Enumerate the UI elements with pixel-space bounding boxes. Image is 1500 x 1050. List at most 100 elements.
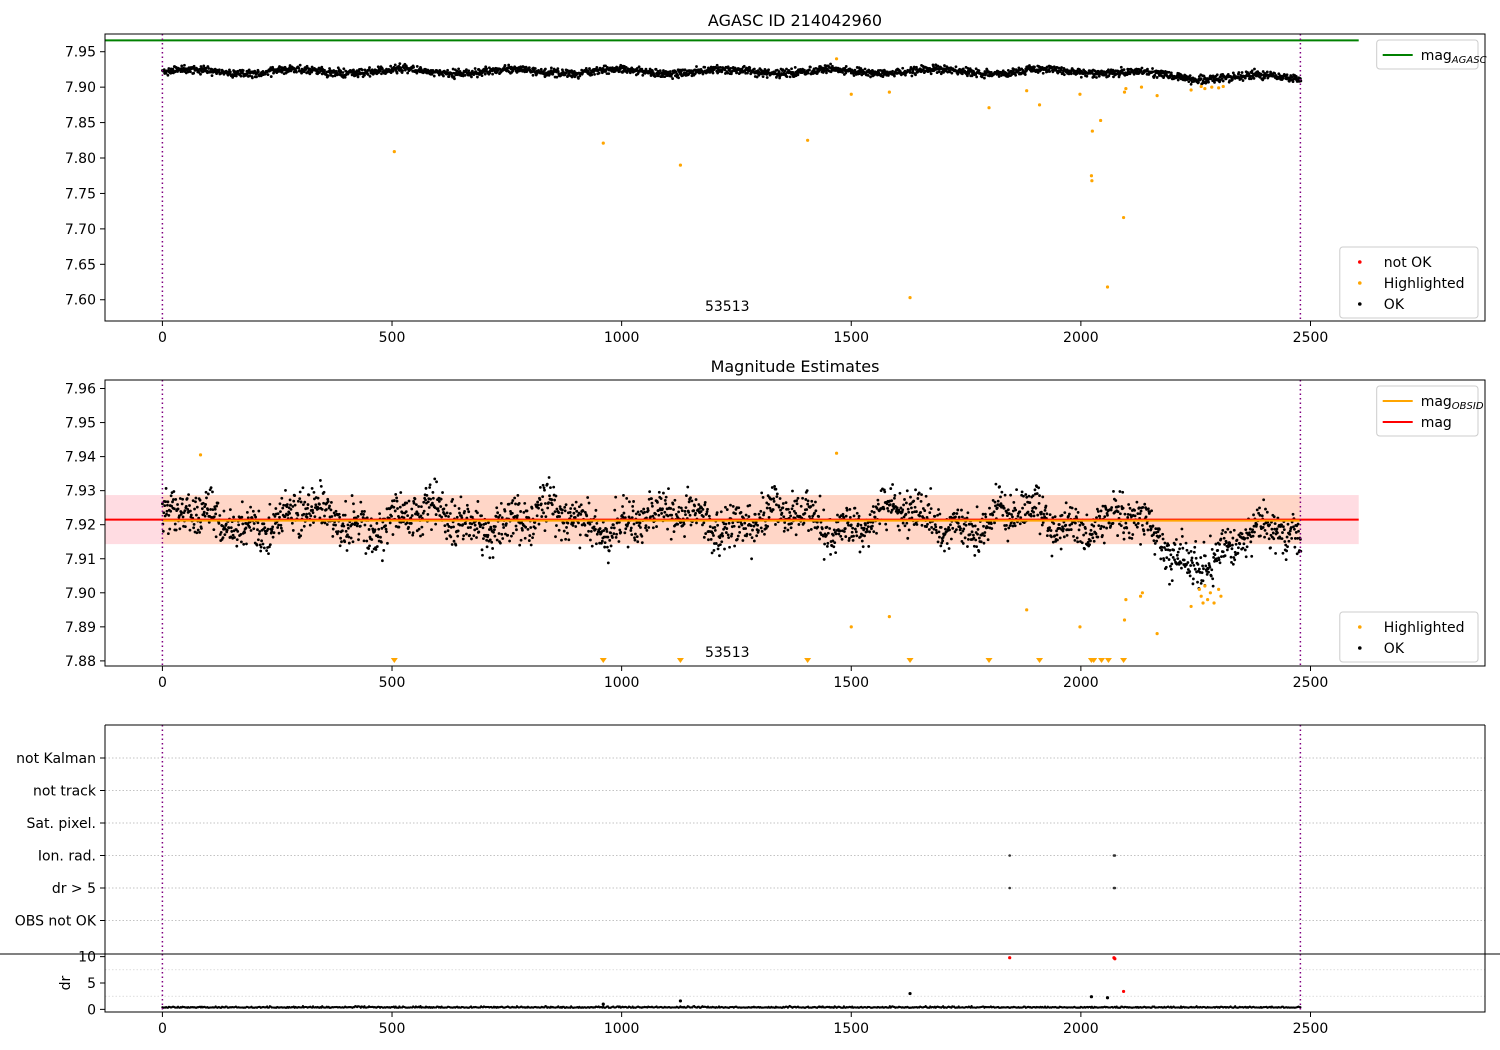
ok-point (625, 496, 629, 500)
ok-point (1029, 514, 1033, 518)
ok-point (1197, 567, 1201, 571)
ok-point (273, 514, 277, 518)
ok-point (1226, 527, 1230, 531)
ok-point (966, 537, 970, 541)
ok-point (1133, 508, 1137, 512)
ok-point (1091, 536, 1095, 540)
ok-point (1161, 537, 1165, 541)
ok-point (556, 69, 560, 73)
ok-point (1135, 525, 1139, 529)
ok-point (612, 526, 616, 530)
ok-point (1095, 76, 1098, 79)
ok-point (256, 538, 260, 542)
ok-point (178, 527, 182, 531)
ok-point (667, 487, 670, 491)
legend: magAGASC (1376, 39, 1487, 70)
ok-point (755, 534, 759, 538)
ok-point (848, 507, 852, 511)
ok-point (928, 511, 932, 514)
ok-point (962, 527, 966, 531)
ok-point (577, 76, 580, 80)
ok-point (772, 497, 776, 501)
ok-point (501, 537, 505, 540)
ok-point (1127, 503, 1131, 506)
ok-point (1126, 516, 1130, 519)
ok-point (814, 509, 818, 513)
ok-point (732, 524, 736, 528)
ok-point (215, 504, 218, 508)
ok-point (1191, 582, 1195, 586)
ok-point (164, 487, 168, 490)
ok-point (614, 535, 618, 539)
ok-point (1049, 529, 1053, 532)
ok-point (638, 513, 641, 517)
ok-point (449, 535, 453, 539)
ok-point (833, 541, 837, 545)
ok-point (901, 521, 905, 525)
ok-point (617, 540, 621, 543)
ok-point (893, 496, 896, 500)
ok-point (567, 538, 571, 542)
ok-point (825, 525, 829, 529)
ok-point (1124, 521, 1128, 525)
ok-point (1188, 74, 1192, 78)
ok-point (773, 485, 776, 488)
ok-point (884, 522, 888, 526)
ok-point (589, 538, 592, 542)
ok-point (174, 528, 178, 532)
ok-point (712, 549, 716, 552)
ok-point (224, 522, 228, 526)
ok-point (747, 515, 751, 518)
ok-point (795, 499, 799, 503)
highlighted-point (1217, 86, 1221, 90)
ok-point (465, 532, 468, 536)
ok-point (742, 64, 746, 68)
ok-point (225, 528, 229, 532)
ok-point (166, 532, 170, 536)
ok-point (854, 530, 858, 534)
ok-point (176, 507, 180, 511)
ok-point (1234, 542, 1238, 546)
ok-point (1215, 73, 1219, 77)
obsid-label: 53513 (705, 299, 750, 315)
ok-point (542, 486, 546, 490)
ok-point (183, 509, 187, 513)
ok-point (1099, 509, 1103, 513)
ok-point (1101, 533, 1104, 537)
ok-point (1060, 513, 1064, 517)
ok-point (426, 513, 430, 516)
legend-dot-swatch (1358, 260, 1362, 264)
ok-point (296, 513, 300, 517)
ok-point (641, 73, 645, 77)
ok-point (898, 491, 902, 495)
ok-point (233, 536, 236, 539)
ok-point (680, 509, 684, 513)
ok-point (437, 499, 441, 503)
ok-point (1057, 523, 1061, 526)
ok-point (417, 505, 421, 508)
ok-point (718, 554, 721, 558)
ok-point (982, 524, 985, 528)
ok-point (837, 532, 841, 536)
ok-point (409, 522, 413, 525)
ok-point (259, 549, 263, 553)
ok-point (1144, 515, 1148, 519)
ok-point (1155, 76, 1159, 79)
ok-point (998, 485, 1001, 489)
highlighted-point (1139, 85, 1144, 89)
ok-point (745, 532, 749, 536)
ok-point (260, 539, 263, 543)
ok-point (651, 504, 654, 508)
ok-point (866, 74, 870, 77)
ok-point (322, 490, 326, 494)
ok-point (491, 547, 494, 550)
ok-point (544, 67, 547, 71)
ok-point (636, 510, 640, 514)
ok-point (863, 534, 866, 538)
ok-point (1062, 527, 1065, 531)
ok-point (442, 74, 445, 78)
ok-point (686, 485, 690, 489)
ok-point (284, 489, 287, 492)
ok-point (664, 495, 668, 499)
